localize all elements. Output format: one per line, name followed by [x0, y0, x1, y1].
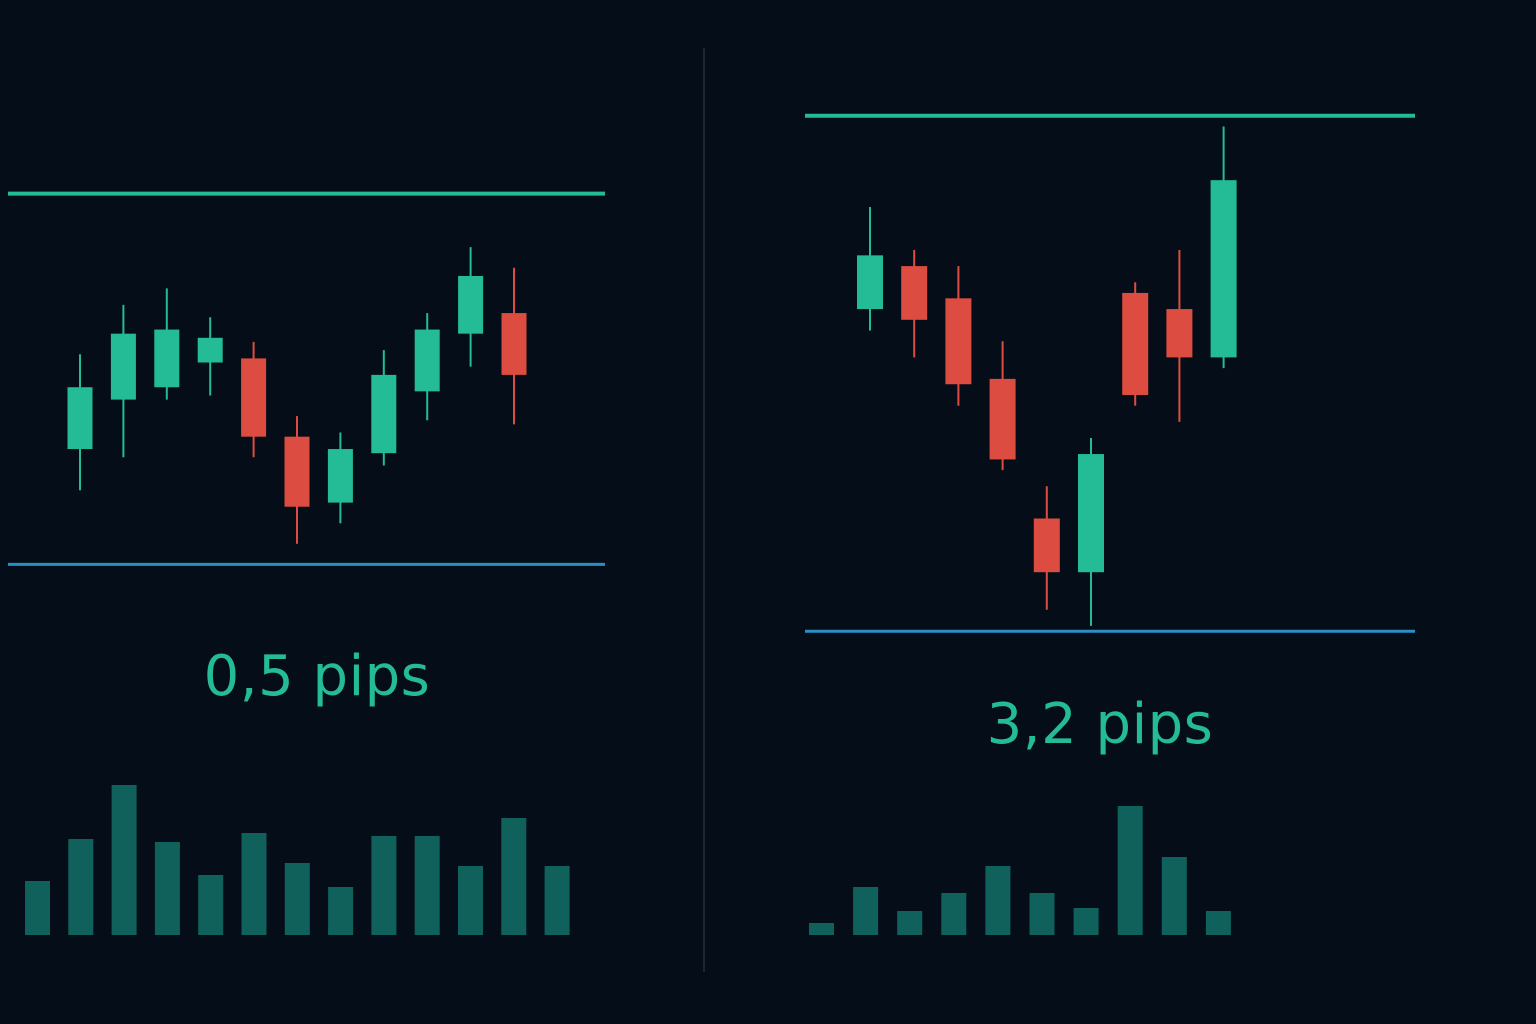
candle: [1166, 249, 1193, 422]
spread-label-tight: 0,5 pips: [203, 644, 431, 709]
candle-body: [989, 378, 1016, 460]
candle-body: [327, 449, 353, 503]
volume-bar: [1073, 908, 1099, 935]
volume-bar: [1029, 893, 1055, 935]
volume-bar: [371, 836, 397, 935]
candle: [1210, 126, 1237, 369]
candle-body: [1033, 518, 1060, 573]
candle: [241, 341, 267, 458]
volume-bar: [809, 923, 834, 935]
candle-body: [1122, 292, 1149, 395]
candle: [284, 416, 310, 544]
candle: [857, 207, 883, 331]
volume-bar: [501, 818, 527, 935]
volume-bar: [68, 839, 94, 935]
volume-bar: [1117, 806, 1143, 935]
candle-body: [857, 255, 883, 310]
candle-body: [241, 358, 267, 437]
volume-bar: [111, 785, 137, 935]
volume-bar: [1161, 857, 1187, 935]
volume-bar: [414, 836, 440, 935]
candle-body: [501, 313, 527, 375]
candle-body: [1078, 454, 1104, 573]
volume-bar: [544, 866, 570, 935]
candle: [371, 350, 397, 466]
volume-bar: [458, 866, 483, 935]
volume-bar: [154, 842, 180, 935]
tight-spread-panel: [8, 191, 605, 935]
candle: [1078, 437, 1104, 626]
volume-bar: [198, 875, 224, 935]
candle-body: [945, 298, 972, 385]
candle: [1033, 486, 1060, 610]
candle-body: [110, 333, 136, 400]
candle-body: [414, 329, 440, 392]
volume-bar: [941, 893, 967, 935]
candle: [458, 247, 484, 367]
candle: [327, 432, 353, 524]
volume-bar: [241, 833, 267, 935]
candle-body: [67, 387, 93, 450]
volume-bar: [284, 863, 310, 935]
volume-bar: [853, 887, 879, 935]
volume-bar: [25, 881, 50, 935]
candle: [989, 341, 1016, 471]
candle: [67, 354, 93, 491]
candle-body: [284, 436, 310, 507]
candle: [110, 304, 136, 458]
candle: [945, 266, 972, 406]
volume-bars: [809, 806, 1231, 935]
candle-body: [901, 266, 928, 320]
candle: [197, 317, 223, 396]
volume-bar: [1205, 911, 1231, 935]
volume-bar: [985, 866, 1011, 935]
candle: [414, 313, 440, 421]
candle: [154, 288, 180, 400]
wide-spread-panel: [805, 113, 1415, 935]
candle: [901, 249, 928, 358]
candle-body: [371, 374, 397, 454]
spread-label-wide: 3,2 pips: [986, 692, 1214, 757]
candle-body: [1210, 180, 1237, 358]
candle-body: [458, 276, 484, 334]
candle-body: [1166, 309, 1193, 358]
candle: [501, 267, 527, 425]
volume-bar: [328, 887, 354, 935]
candle: [1122, 282, 1149, 406]
candle-body: [197, 337, 223, 363]
candle-body: [154, 329, 180, 388]
candlestick-series: [857, 126, 1237, 626]
candlestick-series: [67, 247, 527, 544]
volume-bars: [25, 785, 570, 935]
volume-bar: [897, 911, 923, 935]
